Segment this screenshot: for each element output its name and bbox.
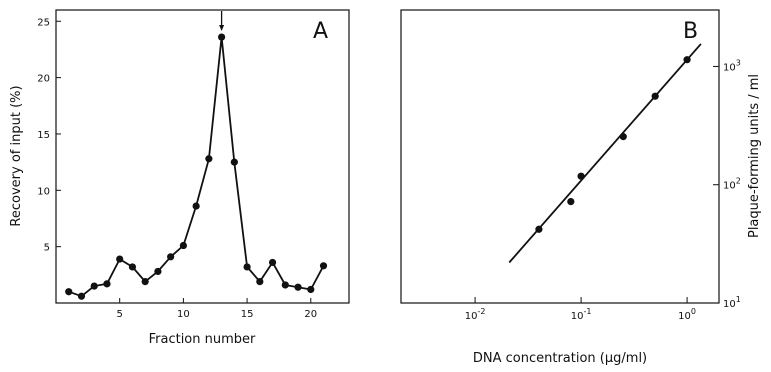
panel-b-y-tick-base: 10: [723, 299, 736, 310]
panel-a-data-point: [141, 277, 149, 286]
panel-b-x-tick-exponent: 0: [691, 307, 696, 316]
panel-b-y-tick-label: 102: [723, 177, 741, 192]
panel-a-data-point: [307, 285, 315, 294]
panel-a-data-point: [218, 33, 226, 41]
panel-a-data-point: [167, 253, 175, 261]
panel-a: 5 10 15 20 5 10 15 20 25 A Fraction number Reco…: [9, 9, 350, 347]
panel-b-data-point: [619, 133, 627, 141]
panel-a-data-point: [192, 202, 200, 210]
panel-b-series: [508, 43, 702, 264]
panel-a-letter: A: [313, 19, 328, 44]
panel-a-x-tick-label: 5: [117, 309, 123, 320]
panel-a-arrow-head: [219, 25, 225, 32]
panel-a-y-tick-label: 15: [37, 130, 50, 141]
panel-b-y-tick-exponent: 2: [736, 177, 741, 186]
panel-a-x-tick-label: 20: [304, 309, 317, 320]
panel-a-y-axis-label: Recovery of input (%): [9, 85, 24, 226]
panel-a-x-axis-label: Fraction number: [149, 332, 256, 347]
panel-b-data-point: [651, 92, 659, 100]
panel-b-y-axis-label: Plaque-forming units / ml: [747, 74, 762, 238]
panel-b-data-point: [683, 56, 691, 64]
panel-b-data-point: [567, 197, 575, 206]
panel-a-frame: [55, 9, 350, 304]
panel-a-data-point: [243, 263, 251, 271]
panel-a-data-point: [179, 241, 187, 250]
panel-a-data-point: [294, 283, 302, 291]
panel-a-y-tick-label: 25: [37, 17, 50, 28]
panel-a-series-line: [68, 36, 325, 298]
panel-a-data-point: [268, 258, 277, 267]
panel-a-y-ticks: 5 10 15 20 25: [37, 17, 61, 254]
panel-a-data-point: [90, 282, 98, 290]
panel-a-data-point: [319, 262, 328, 270]
panel-a-y-tick-label: 5: [44, 243, 50, 254]
panel-a-data-point: [205, 155, 213, 163]
panel-b-letter: B: [683, 19, 698, 44]
panel-a-x-ticks: 5 10 15 20: [117, 298, 317, 320]
panel-a-data-point: [281, 281, 289, 289]
panel-a-y-tick-label: 10: [37, 186, 50, 197]
panel-a-data-point: [103, 280, 111, 288]
panel-b-x-tick-base: 10: [465, 311, 478, 322]
panel-a-y-tick-label: 20: [37, 74, 50, 85]
panel-b-data-point: [577, 172, 585, 180]
panel-b-fit-line: [508, 43, 702, 264]
panel-a-data-point: [77, 292, 86, 300]
panel-b-x-tick-base: 10: [678, 311, 691, 322]
panel-a-data-point: [128, 263, 137, 271]
panel-a-annotation: [219, 11, 225, 32]
panel-b-y-tick-label: 103: [723, 58, 741, 73]
panel-b-y-tick-exponent: 1: [736, 295, 741, 304]
panel-b-frame: [400, 9, 720, 304]
panel-b-x-tick-base: 10: [571, 311, 584, 322]
panel-a-data-point: [256, 277, 264, 286]
panel-a-data-point: [116, 255, 124, 263]
panel-b-x-tick-label: 10-2: [465, 307, 486, 322]
panel-b-y-tick-base: 10: [723, 181, 736, 192]
panel-b-x-tick-label: 100: [678, 307, 696, 322]
panel-a-series: [65, 33, 328, 300]
panel-b-y-tick-base: 10: [723, 62, 736, 73]
panel-b-y-tick-exponent: 3: [736, 58, 741, 67]
panel-a-x-tick-label: 15: [241, 309, 254, 320]
panel-a-data-point: [65, 288, 73, 296]
panel-a-x-tick-label: 10: [177, 309, 190, 320]
panel-b-x-axis-label: DNA concentration (µg/ml): [473, 351, 647, 366]
panel-b-x-tick-label: 10-1: [571, 307, 592, 322]
panel-b-data-point: [535, 225, 543, 233]
panel-b-x-tick-exponent: -2: [477, 307, 485, 316]
panel-b-x-ticks: 10-2 10-1 100: [465, 297, 696, 322]
panel-b-x-tick-exponent: -1: [583, 307, 591, 316]
panel-b-y-tick-label: 101: [723, 295, 741, 310]
panel-a-data-point: [154, 267, 162, 276]
panel-a-data-point: [230, 158, 238, 166]
